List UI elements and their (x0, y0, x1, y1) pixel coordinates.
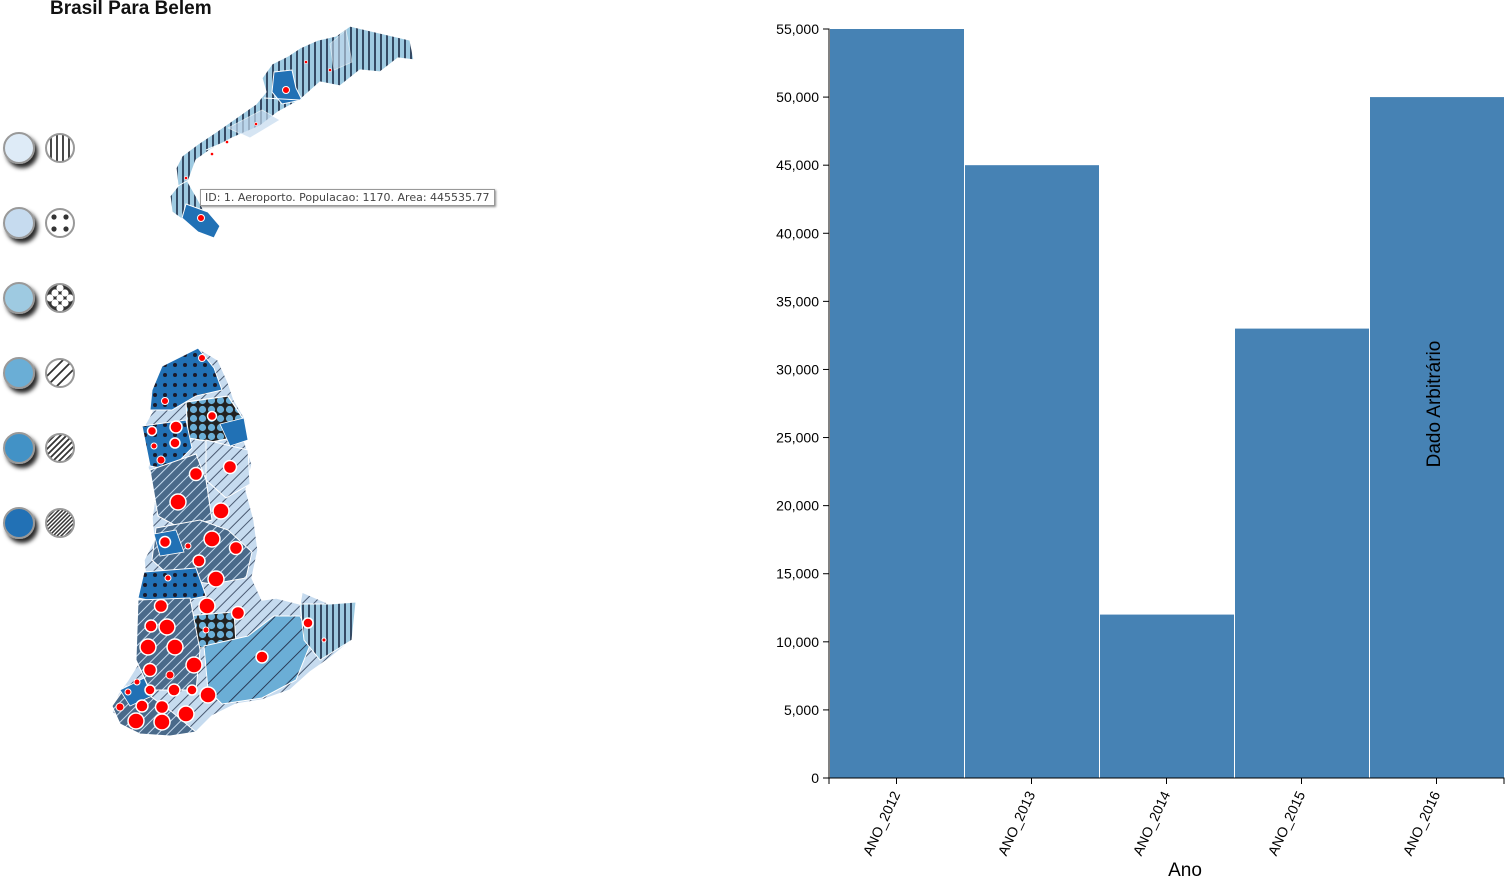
bar-series (830, 29, 1504, 778)
map-location-marker (135, 699, 149, 713)
map-location-marker (144, 619, 158, 633)
map-tooltip: ID: 1. Aeroporto. Populacao: 1170. Area:… (200, 189, 495, 206)
x-tick-label: ANO_2016 (1399, 788, 1443, 858)
map-location-marker (192, 554, 206, 568)
x-axis-label: Ano (1168, 860, 1202, 879)
map-location-marker (166, 638, 184, 656)
legend-color-swatch (3, 207, 35, 239)
map-location-marker (142, 662, 158, 678)
map-location-marker (188, 466, 204, 482)
y-tick-label: 5,000 (784, 702, 819, 718)
map-location-marker (150, 442, 158, 450)
map-legend (3, 132, 75, 539)
y-tick-label: 10,000 (776, 634, 819, 650)
map-location-marker (198, 597, 216, 615)
y-axis-label: Dado Arbitrário (1424, 341, 1445, 468)
map-location-marker (127, 712, 145, 730)
y-tick-label: 0 (811, 770, 819, 786)
map-location-marker (186, 684, 198, 696)
map-title: Brasil Para Belem (50, 0, 212, 19)
y-tick-label: 35,000 (776, 293, 819, 309)
y-tick-label: 15,000 (776, 566, 819, 582)
legend-pattern-icon (45, 358, 75, 388)
map-location-marker (156, 455, 166, 465)
map-location-marker (167, 683, 181, 697)
legend-color-swatch (3, 357, 35, 389)
legend-color-swatch (3, 282, 35, 314)
x-tick-label: ANO_2014 (1129, 788, 1173, 858)
map-location-marker (169, 437, 181, 449)
y-tick-label: 40,000 (776, 225, 819, 241)
map-location-marker (212, 502, 230, 520)
legend-pattern-icon (45, 208, 75, 238)
y-tick-label: 50,000 (776, 89, 819, 105)
upper-region-map (169, 25, 415, 239)
map-location-marker (158, 535, 172, 549)
map-location-marker (153, 713, 171, 731)
y-tick-label: 25,000 (776, 430, 819, 446)
y-axis: 0 5,000 10,000 15,000 20,000 25,000 30,000 35,0… (776, 21, 830, 786)
map-markers (115, 354, 327, 731)
x-tick-label: ANO_2012 (859, 788, 903, 858)
x-axis: ANO_2012 ANO_2013 ANO_2014 ANO_2015 ANO_2016 (828, 777, 1505, 858)
map-location-marker (202, 626, 210, 634)
map-location-marker (154, 699, 170, 715)
map-location-marker (228, 540, 244, 556)
bar-ANO_2015 (1235, 328, 1369, 778)
map-location-marker (169, 420, 183, 434)
map-location-marker (139, 638, 157, 656)
y-tick-label: 20,000 (776, 498, 819, 514)
map-location-marker (255, 650, 269, 664)
map-location-marker (161, 397, 169, 405)
map-location-marker (203, 530, 221, 548)
map-location-marker (206, 410, 218, 422)
bar-chart: 0 5,000 10,000 15,000 20,000 25,000 30,000 35,0… (776, 21, 1505, 879)
map-location-marker (177, 705, 195, 723)
map-location-marker (153, 598, 169, 614)
map-location-marker (144, 684, 156, 696)
bar-ANO_2014 (1100, 614, 1234, 778)
bar-ANO_2013 (965, 165, 1099, 778)
y-tick-label: 45,000 (776, 157, 819, 173)
legend-color-swatch (3, 507, 35, 539)
map-location-marker (199, 686, 217, 704)
bar-ANO_2012 (830, 29, 964, 778)
map-location-marker (146, 425, 158, 437)
y-axis-line (823, 28, 830, 779)
map-location-marker (124, 688, 132, 696)
map-location-marker (302, 617, 314, 629)
map-location-marker (222, 459, 238, 475)
map-location-marker (198, 354, 206, 362)
map-location-marker (158, 618, 176, 636)
x-tick-label: ANO_2013 (994, 788, 1038, 858)
map-location-marker (133, 678, 141, 686)
map-location-marker (207, 570, 225, 588)
map-location-marker (230, 605, 246, 621)
legend-pattern-icon (45, 283, 75, 313)
x-tick-label: ANO_2015 (1264, 788, 1308, 858)
legend-color-swatch (3, 432, 35, 464)
legend-pattern-icon (45, 133, 75, 163)
legend-color-swatch (3, 132, 35, 164)
y-tick-label: 30,000 (776, 361, 819, 377)
map-location-marker (185, 656, 203, 674)
map-location-marker (115, 702, 125, 712)
map-location-marker (321, 637, 327, 643)
map-location-marker (165, 670, 175, 680)
bar-ANO_2016 (1370, 97, 1504, 778)
y-tick-label: 55,000 (776, 21, 819, 37)
map-location-marker (169, 493, 187, 511)
legend-pattern-icon (45, 433, 75, 463)
map-location-marker (184, 542, 192, 550)
map-panel (3, 25, 415, 737)
map-location-marker (164, 574, 172, 582)
